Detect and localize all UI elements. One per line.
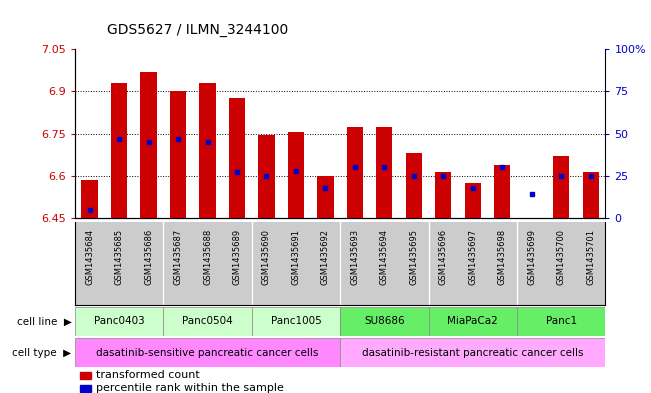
- Bar: [199, 83, 215, 218]
- Text: transformed count: transformed count: [96, 370, 200, 380]
- Text: Panc1005: Panc1005: [271, 316, 322, 326]
- Text: GSM1435698: GSM1435698: [498, 229, 506, 285]
- Bar: [436, 172, 451, 218]
- Bar: [252, 307, 340, 336]
- Text: Panc1: Panc1: [546, 316, 577, 326]
- Bar: [340, 307, 428, 336]
- Bar: [340, 338, 605, 367]
- Text: cell line  ▶: cell line ▶: [17, 316, 72, 326]
- Text: GSM1435695: GSM1435695: [409, 229, 419, 285]
- Text: GSM1435700: GSM1435700: [557, 229, 566, 285]
- Bar: [163, 307, 252, 336]
- Text: GSM1435697: GSM1435697: [468, 229, 477, 285]
- Text: GSM1435687: GSM1435687: [174, 229, 182, 285]
- Text: GSM1435689: GSM1435689: [232, 229, 242, 285]
- Bar: [258, 135, 275, 218]
- Text: GSM1435690: GSM1435690: [262, 229, 271, 285]
- Bar: [517, 307, 605, 336]
- Bar: [229, 98, 245, 218]
- Bar: [465, 183, 481, 218]
- Text: GSM1435696: GSM1435696: [439, 229, 448, 285]
- Text: GDS5627 / ILMN_3244100: GDS5627 / ILMN_3244100: [107, 23, 288, 37]
- Bar: [75, 307, 163, 336]
- Bar: [111, 83, 127, 218]
- Bar: [317, 176, 333, 218]
- Text: Panc0504: Panc0504: [182, 316, 233, 326]
- Bar: [170, 91, 186, 218]
- Bar: [80, 372, 90, 379]
- Text: GSM1435684: GSM1435684: [85, 229, 94, 285]
- Text: GSM1435694: GSM1435694: [380, 229, 389, 285]
- Bar: [81, 180, 98, 218]
- Bar: [553, 156, 570, 218]
- Bar: [376, 127, 393, 218]
- Text: GSM1435691: GSM1435691: [292, 229, 300, 285]
- Text: SU8686: SU8686: [364, 316, 405, 326]
- Text: GSM1435685: GSM1435685: [115, 229, 124, 285]
- Bar: [494, 165, 510, 218]
- Bar: [141, 72, 157, 218]
- Text: dasatinib-sensitive pancreatic cancer cells: dasatinib-sensitive pancreatic cancer ce…: [96, 348, 319, 358]
- Text: GSM1435701: GSM1435701: [586, 229, 595, 285]
- Text: GSM1435688: GSM1435688: [203, 229, 212, 285]
- Text: GSM1435692: GSM1435692: [321, 229, 330, 285]
- Text: GSM1435693: GSM1435693: [350, 229, 359, 285]
- Text: GSM1435686: GSM1435686: [144, 229, 153, 285]
- Text: Panc0403: Panc0403: [94, 316, 145, 326]
- Text: MiaPaCa2: MiaPaCa2: [447, 316, 498, 326]
- Bar: [288, 132, 304, 218]
- Bar: [583, 172, 599, 218]
- Text: dasatinib-resistant pancreatic cancer cells: dasatinib-resistant pancreatic cancer ce…: [362, 348, 583, 358]
- Bar: [347, 127, 363, 218]
- Bar: [75, 338, 340, 367]
- Text: GSM1435699: GSM1435699: [527, 229, 536, 285]
- Bar: [428, 307, 517, 336]
- Bar: [406, 153, 422, 218]
- Text: cell type  ▶: cell type ▶: [12, 348, 72, 358]
- Text: percentile rank within the sample: percentile rank within the sample: [96, 383, 284, 393]
- Bar: [80, 385, 90, 392]
